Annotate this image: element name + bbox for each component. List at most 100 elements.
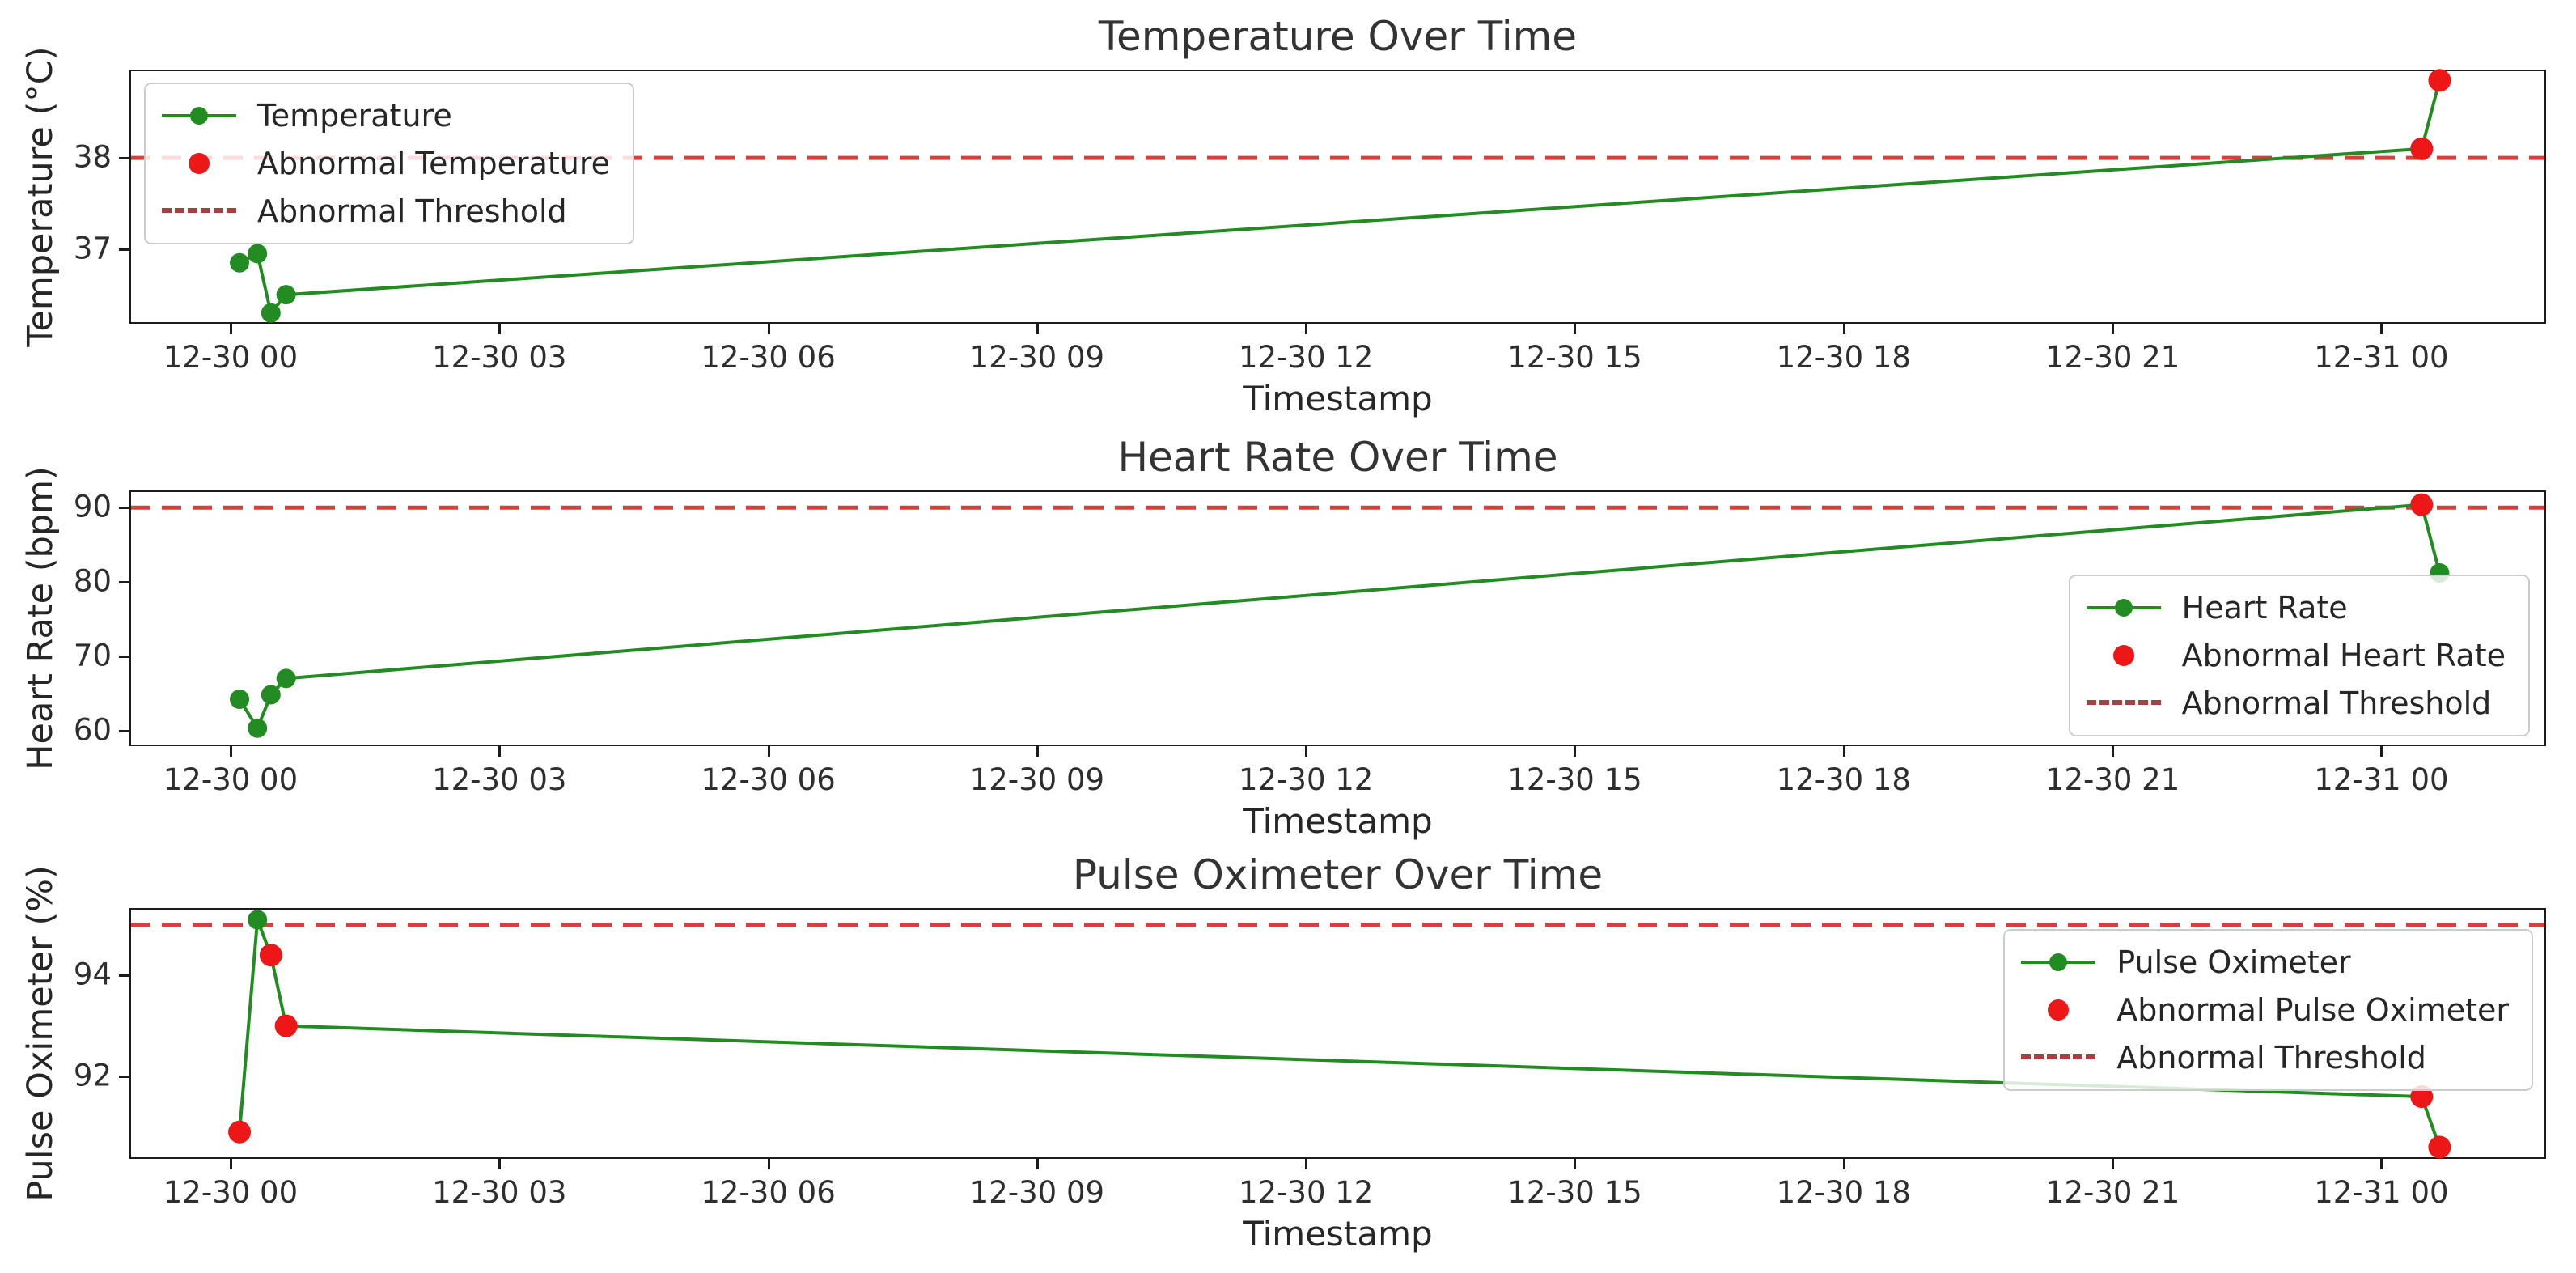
abnormal-marker-swatch-icon [2087,639,2161,673]
heart-rate-legend: Heart Rate Abnormal Heart Rate Abnormal Th… [2068,575,2530,736]
series-plot-svg [131,493,2544,738]
x-tick-label: 12-31 00 [2314,340,2449,375]
x-tick-mark [1574,324,1577,334]
abnormal-marker-swatch-icon [2021,993,2095,1027]
x-tick-mark [767,746,770,757]
y-tick-mark [119,655,129,658]
threshold-dash-swatch-icon [2021,1041,2096,1075]
pulse-oximeter-y-axis-label: Pulse Oximeter (%) [20,865,61,1202]
abnormal-data-point [2410,1085,2434,1109]
x-tick-mark [229,1159,232,1169]
legend-label: Abnormal Threshold [2116,1040,2426,1076]
y-tick-label: 92 [73,1058,112,1093]
y-tick-mark [119,1076,129,1079]
legend-row: Abnormal Temperature [162,146,610,180]
x-tick-mark [767,1159,770,1169]
y-tick-label: 90 [73,489,112,524]
x-tick-label: 12-30 00 [163,1175,299,1210]
legend-label: Abnormal Threshold [257,193,567,229]
temperature-legend: Temperature Abnormal Temperature Abnormal … [144,83,635,244]
temperature-x-axis-label: Timestamp [1243,379,1433,418]
x-tick-label: 12-30 09 [969,340,1105,375]
data-point [248,718,268,738]
x-tick-label: 12-30 03 [432,1175,567,1210]
x-tick-mark [2380,1159,2383,1169]
swatch-dashes [162,208,236,213]
legend-row: Heart Rate [2086,591,2506,625]
y-tick-mark [119,581,129,584]
x-tick-label: 12-30 12 [1238,762,1374,797]
legend-label: Temperature [257,98,452,134]
x-tick-mark [1574,1159,1577,1169]
legend-row: Abnormal Threshold [162,194,610,228]
series-line-swatch-icon [2021,945,2096,979]
x-tick-label: 12-30 12 [1238,340,1374,375]
x-tick-mark [1842,324,1845,334]
x-tick-mark [1036,746,1039,757]
x-tick-mark [229,746,232,757]
x-tick-mark [1036,324,1039,334]
threshold-dash-swatch-icon [2086,686,2161,720]
y-tick-mark [119,248,129,251]
abnormal-data-point [228,1120,252,1144]
x-tick-mark [1305,746,1308,757]
swatch-dot [2112,645,2134,666]
swatch-dot [2048,999,2070,1021]
x-tick-label: 12-31 00 [2314,1175,2449,1210]
y-tick-mark [119,157,129,160]
legend-label: Abnormal Threshold [2181,685,2492,721]
pulse-oximeter-legend: Pulse Oximeter Abnormal Pulse Oximeter Abn… [2003,929,2533,1091]
x-tick-label: 12-30 21 [2044,762,2180,797]
y-tick-mark [119,729,129,732]
y-tick-label: 60 [73,712,112,748]
abnormal-data-point [274,1014,298,1037]
data-point [276,285,296,305]
swatch-dot [190,107,208,125]
x-tick-label: 12-30 15 [1507,762,1642,797]
data-point [248,910,268,930]
x-tick-mark [1305,324,1308,334]
x-tick-label: 12-30 09 [969,762,1105,797]
swatch-dashes [2086,700,2161,705]
temperature-chart-axes: Temperature Over Time Temperature (°C) T… [20,15,2546,418]
data-point [276,668,296,689]
series-line-swatch-icon [162,99,236,133]
x-tick-label: 12-30 06 [701,762,836,797]
swatch-dot [2114,599,2133,617]
x-tick-label: 12-30 15 [1507,340,1642,375]
x-tick-mark [2112,1159,2115,1169]
legend-label: Pulse Oximeter [2116,944,2351,980]
x-tick-mark [1574,746,1577,757]
x-tick-mark [2112,746,2115,757]
data-point [248,244,268,264]
y-tick-mark [119,974,129,978]
x-tick-label: 12-30 09 [969,1175,1105,1210]
x-tick-label: 12-30 18 [1776,762,1911,797]
legend-row: Pulse Oximeter [2021,945,2509,979]
pulse-oximeter-x-axis-label: Timestamp [1243,1214,1433,1254]
data-point [230,690,250,710]
heart-rate-chart-title: Heart Rate Over Time [1117,434,1558,481]
x-tick-mark [2380,746,2383,757]
heart-rate-x-axis-label: Timestamp [1243,801,1433,841]
y-tick-label: 70 [73,638,112,673]
x-tick-mark [1842,1159,1845,1169]
temperature-y-axis-label: Temperature (°C) [20,46,61,347]
x-tick-label: 12-30 21 [2044,340,2180,375]
series-plot-svg [131,910,2544,1159]
x-tick-mark [767,324,770,334]
data-point [261,685,281,705]
x-tick-label: 12-30 06 [701,340,836,375]
heart-rate-y-axis-label: Heart Rate (bpm) [20,466,61,770]
legend-row: Abnormal Pulse Oximeter [2021,993,2509,1027]
swatch-dot [2049,953,2068,971]
y-tick-label: 38 [73,139,112,175]
abnormal-data-point [2410,137,2434,160]
threshold-dash-swatch-icon [162,194,236,228]
x-tick-label: 12-30 00 [163,762,299,797]
swatch-dot [189,153,210,174]
x-tick-mark [2380,324,2383,334]
legend-row: Abnormal Heart Rate [2087,639,2506,673]
y-tick-label: 80 [73,563,112,599]
